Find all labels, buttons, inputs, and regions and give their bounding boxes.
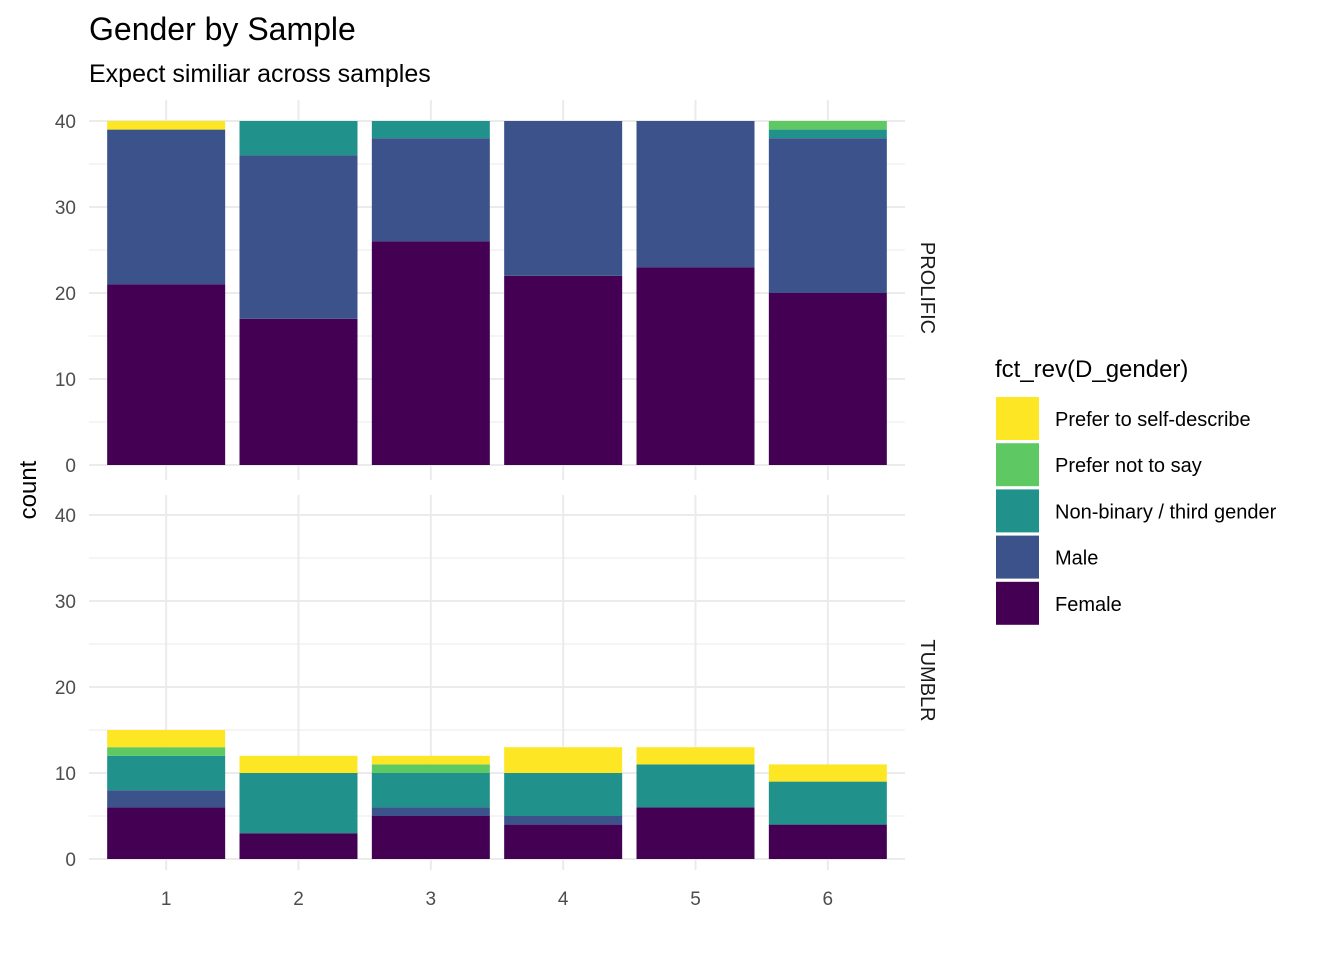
bar-segment-female [768, 824, 887, 859]
bar-segment-female [768, 293, 887, 465]
bar-segment-female [239, 318, 358, 465]
bar-segment-prefer-to-self-describe [239, 755, 358, 773]
bar-segment-male [107, 790, 226, 808]
x-tick-label: 5 [690, 889, 701, 910]
bar-segment-male [371, 807, 490, 816]
x-tick-label: 3 [426, 889, 437, 910]
bar-segment-male [504, 121, 623, 276]
bar-segment-female [504, 824, 623, 859]
bar-segment-female [636, 807, 755, 859]
legend-key [996, 443, 1039, 487]
x-tick-label: 4 [558, 889, 569, 910]
y-tick-label: 40 [55, 112, 76, 133]
bar-segment-male [239, 155, 358, 319]
legend-label: Female [1055, 594, 1122, 616]
bar-segment-male [768, 138, 887, 293]
legend-label: Non-binary / third gender [1055, 501, 1277, 523]
bar-segment-prefer-to-self-describe [107, 730, 226, 748]
y-tick-label: 20 [55, 284, 76, 305]
bar-segment-prefer-not-to-say [371, 764, 490, 773]
legend-label: Prefer to self-describe [1055, 409, 1251, 431]
x-tick-label: 1 [161, 889, 172, 910]
bar-segment-female [504, 275, 623, 465]
bar-segment-prefer-not-to-say [768, 121, 887, 130]
x-tick-label: 2 [293, 889, 304, 910]
legend-title: fct_rev(D_gender) [995, 356, 1188, 383]
chart-title: Gender by Sample [89, 11, 356, 47]
x-tick-label: 6 [823, 889, 834, 910]
facet-panels: 0 10 20 30 40 PROLIFIC 0 10 20 30 40 TUMBLR 1 2 3 4 5 6 [55, 100, 938, 910]
bar-segment-non-binary-third-gender [768, 129, 887, 139]
bar-segment-prefer-to-self-describe [107, 121, 226, 130]
y-tick-label: 0 [65, 850, 76, 871]
bar-segment-prefer-to-self-describe [768, 764, 887, 782]
bar-segment-male [636, 121, 755, 268]
bar-segment-prefer-to-self-describe [504, 747, 623, 773]
legend-key [996, 535, 1039, 579]
bar-segment-non-binary-third-gender [371, 773, 490, 808]
panel-tumblr: 0 10 20 30 40 TUMBLR [55, 495, 938, 871]
legend: Prefer to self-describe Prefer not to say… [996, 397, 1277, 625]
legend-key [996, 581, 1039, 625]
bar-segment-prefer-to-self-describe [371, 755, 490, 765]
y-tick-label: 0 [65, 456, 76, 477]
bar-segment-male [504, 816, 623, 825]
panel-prolific: 0 10 20 30 40 PROLIFIC [55, 100, 938, 480]
chart-subtitle: Expect similiar across samples [89, 60, 431, 88]
bar-segment-non-binary-third-gender [504, 773, 623, 816]
legend-label: Male [1055, 548, 1098, 570]
legend-key [996, 489, 1039, 533]
bar-segment-prefer-to-self-describe [636, 747, 755, 765]
y-tick-label: 30 [55, 592, 76, 613]
bar-segment-non-binary-third-gender [239, 121, 358, 156]
bar-segment-female [636, 267, 755, 465]
bar-segment-prefer-not-to-say [107, 747, 226, 756]
y-tick-label: 20 [55, 678, 76, 699]
bar-segment-male [107, 129, 226, 285]
y-tick-label: 10 [55, 764, 76, 785]
bar-segment-non-binary-third-gender [239, 773, 358, 834]
bar-segment-non-binary-third-gender [768, 781, 887, 825]
y-tick-label: 40 [55, 506, 76, 527]
bar-segment-female [371, 241, 490, 465]
y-axis-title: count [15, 460, 42, 519]
bar-segment-female [107, 807, 226, 859]
bar-segment-non-binary-third-gender [636, 764, 755, 808]
facet-strip-label: PROLIFIC [916, 242, 938, 334]
y-tick-label: 30 [55, 198, 76, 219]
bar-segment-male [371, 138, 490, 242]
bar-segment-non-binary-third-gender [107, 755, 226, 791]
legend-key [996, 397, 1039, 440]
y-tick-label: 10 [55, 370, 76, 391]
bar-segment-female [371, 816, 490, 859]
legend-label: Prefer not to say [1055, 455, 1202, 477]
facet-strip-label: TUMBLR [916, 639, 938, 721]
bar-segment-female [239, 833, 358, 859]
bar-segment-non-binary-third-gender [371, 121, 490, 139]
bar-segment-female [107, 284, 226, 465]
